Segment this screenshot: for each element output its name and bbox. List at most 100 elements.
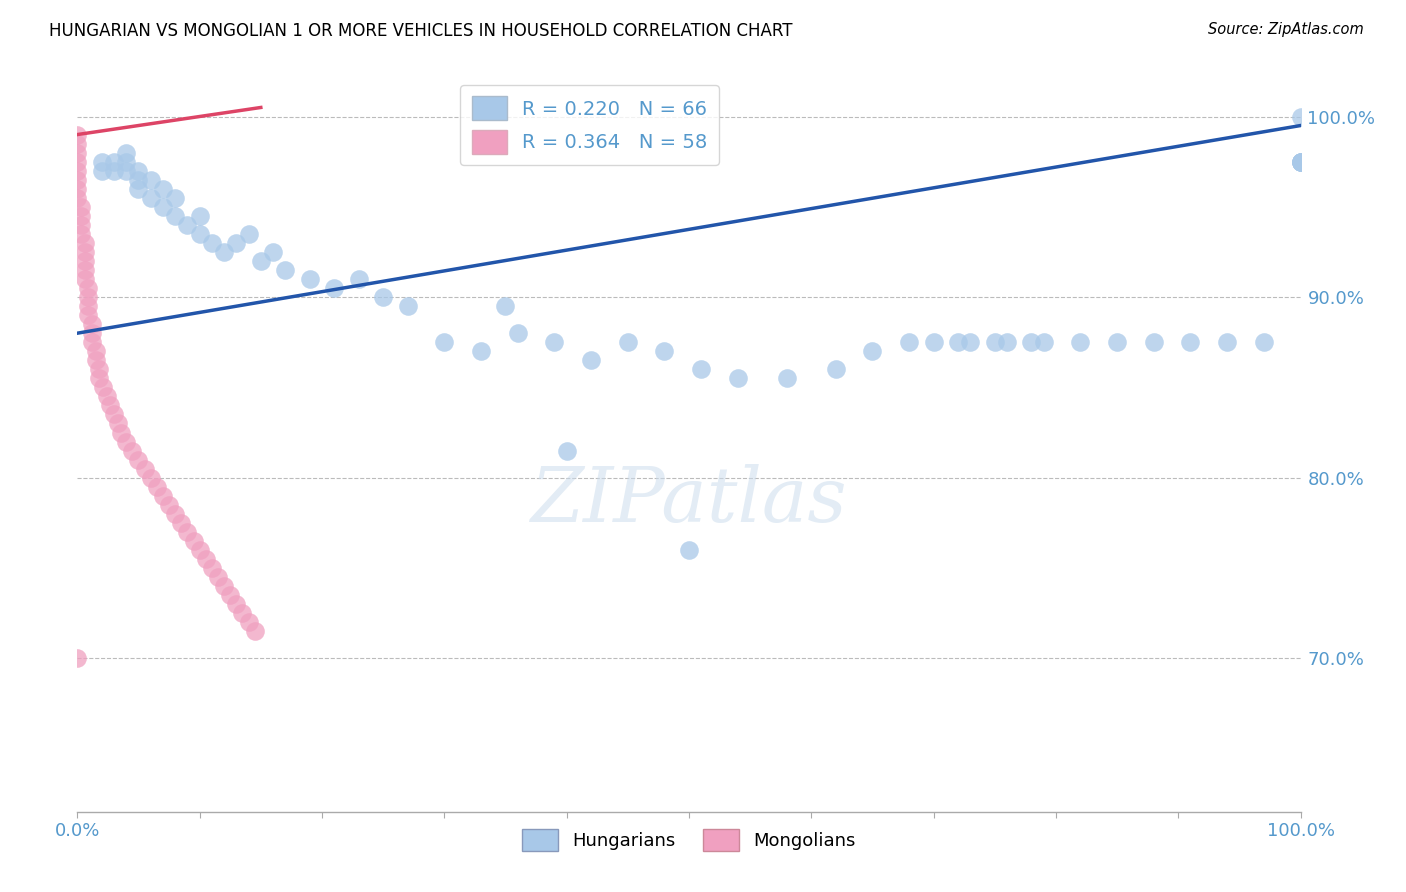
Point — [176, 524, 198, 539]
Point — [90, 163, 112, 178]
Point — [347, 272, 370, 286]
Point — [73, 235, 96, 250]
Point — [98, 399, 121, 413]
Point — [243, 624, 266, 639]
Point — [103, 408, 125, 422]
Point — [127, 452, 149, 467]
Point — [73, 263, 96, 277]
Point — [250, 254, 273, 268]
Point — [371, 290, 394, 304]
Point — [922, 335, 945, 350]
Point — [188, 542, 211, 557]
Point — [298, 272, 321, 286]
Point — [66, 651, 89, 665]
Point — [274, 263, 297, 277]
Point — [152, 489, 174, 503]
Point — [1253, 335, 1275, 350]
Point — [152, 200, 174, 214]
Point — [170, 516, 193, 530]
Point — [201, 235, 224, 250]
Point — [678, 542, 700, 557]
Point — [396, 299, 419, 313]
Point — [188, 209, 211, 223]
Point — [1216, 335, 1239, 350]
Point — [579, 353, 602, 368]
Point — [323, 281, 346, 295]
Point — [959, 335, 981, 350]
Point — [543, 335, 565, 350]
Point — [127, 163, 149, 178]
Point — [80, 326, 103, 341]
Point — [1289, 154, 1312, 169]
Point — [84, 353, 107, 368]
Point — [115, 434, 138, 449]
Point — [654, 344, 676, 359]
Point — [70, 227, 93, 241]
Point — [1289, 154, 1312, 169]
Point — [66, 136, 89, 151]
Point — [1143, 335, 1166, 350]
Point — [96, 389, 118, 403]
Point — [66, 128, 89, 142]
Point — [103, 163, 125, 178]
Point — [70, 200, 93, 214]
Point — [690, 362, 713, 376]
Point — [1289, 154, 1312, 169]
Point — [1032, 335, 1054, 350]
Point — [1289, 110, 1312, 124]
Point — [495, 299, 517, 313]
Point — [225, 597, 247, 611]
Point — [165, 191, 187, 205]
Point — [70, 218, 93, 232]
Point — [77, 290, 100, 304]
Point — [946, 335, 969, 350]
Point — [73, 254, 96, 268]
Point — [555, 443, 578, 458]
Point — [107, 417, 129, 431]
Point — [89, 362, 111, 376]
Point — [146, 480, 169, 494]
Point — [84, 344, 107, 359]
Point — [66, 182, 89, 196]
Point — [262, 244, 284, 259]
Point — [1069, 335, 1091, 350]
Point — [66, 172, 89, 186]
Point — [219, 588, 242, 602]
Point — [194, 552, 217, 566]
Point — [898, 335, 921, 350]
Point — [984, 335, 1007, 350]
Point — [176, 218, 198, 232]
Point — [66, 145, 89, 160]
Point — [103, 154, 125, 169]
Point — [77, 299, 100, 313]
Point — [134, 461, 156, 475]
Point — [824, 362, 846, 376]
Point — [91, 380, 114, 394]
Point — [1289, 154, 1312, 169]
Point — [121, 443, 143, 458]
Point — [139, 191, 162, 205]
Point — [80, 317, 103, 331]
Point — [152, 182, 174, 196]
Point — [73, 272, 96, 286]
Point — [80, 335, 103, 350]
Point — [66, 163, 89, 178]
Legend: Hungarians, Mongolians: Hungarians, Mongolians — [515, 822, 863, 858]
Point — [1289, 154, 1312, 169]
Point — [127, 172, 149, 186]
Point — [506, 326, 529, 341]
Point — [238, 227, 260, 241]
Point — [1107, 335, 1129, 350]
Point — [139, 470, 162, 484]
Point — [73, 244, 96, 259]
Point — [66, 191, 89, 205]
Point — [727, 371, 749, 385]
Point — [115, 145, 138, 160]
Text: HUNGARIAN VS MONGOLIAN 1 OR MORE VEHICLES IN HOUSEHOLD CORRELATION CHART: HUNGARIAN VS MONGOLIAN 1 OR MORE VEHICLE… — [49, 22, 793, 40]
Point — [238, 615, 260, 629]
Point — [77, 308, 100, 322]
Point — [212, 579, 235, 593]
Point — [225, 235, 247, 250]
Point — [165, 209, 187, 223]
Point — [110, 425, 132, 440]
